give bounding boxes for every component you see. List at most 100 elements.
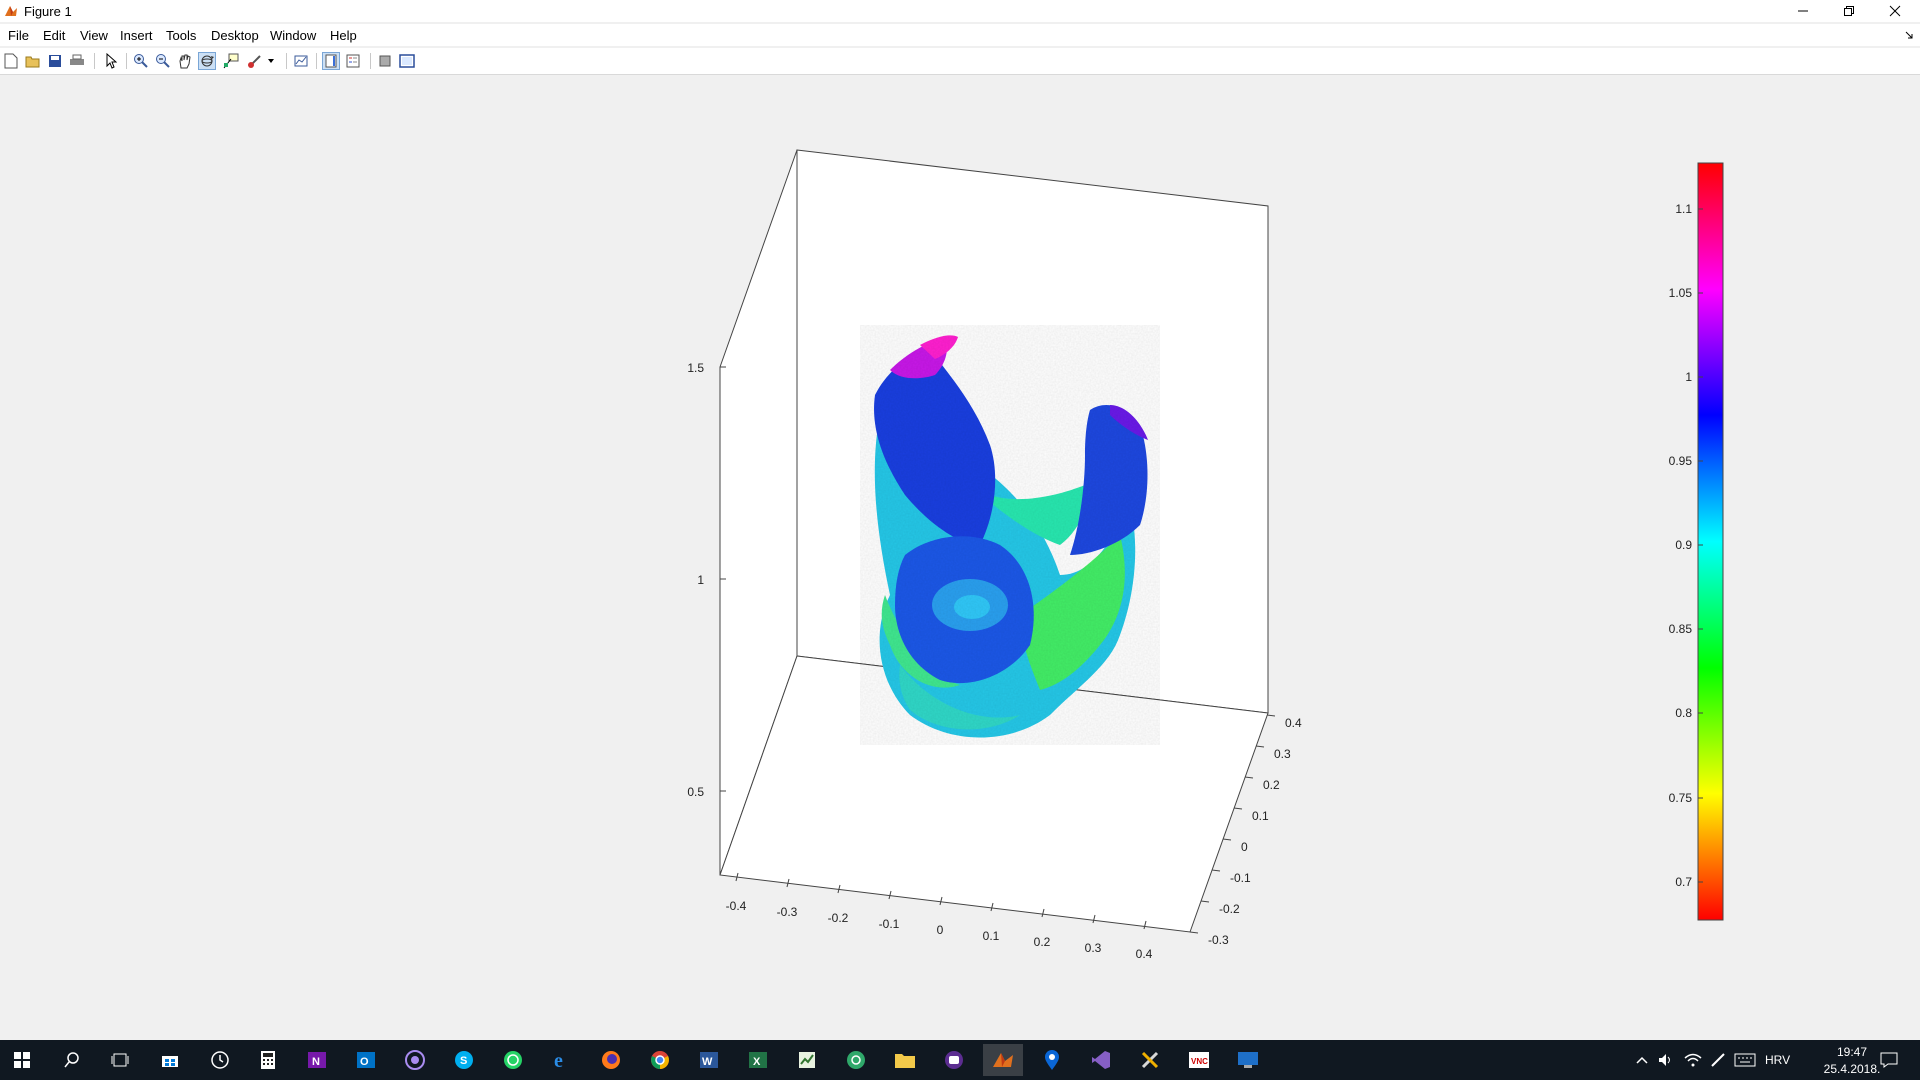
task-view-icon [111,1053,129,1067]
data-cursor-icon [223,53,239,69]
search-button[interactable] [52,1044,92,1076]
search-icon [64,1052,79,1068]
colorbar-tick-label: 0.95 [1669,454,1693,468]
menu-window[interactable]: Window [270,28,317,43]
dock-arrow-icon[interactable] [1904,30,1914,40]
z-tick-label: 1.5 [687,361,704,375]
taskbar-maps[interactable] [1032,1044,1072,1076]
rotate-3d-icon [201,55,214,67]
taskbar-store[interactable] [150,1044,190,1076]
skype-icon: S [455,1051,473,1069]
x-tick-label: 0.3 [1085,941,1102,955]
keyboard-icon[interactable] [1734,1053,1756,1067]
minimize-icon [1798,10,1808,12]
svg-text:N: N [312,1056,320,1068]
close-button[interactable] [1872,0,1918,22]
colorbar-tick-label: 1.1 [1675,202,1692,216]
menu-desktop[interactable]: Desktop [211,28,259,43]
rotate-3d-button[interactable] [198,52,216,70]
brush-button[interactable] [246,52,264,70]
colorbar-tick-label: 0.7 [1675,875,1692,889]
matlab-figure-icon [5,6,17,16]
wifi-icon[interactable] [1684,1052,1702,1068]
taskbar-firefox[interactable] [591,1044,631,1076]
tray-overflow-icon[interactable] [1636,1055,1648,1065]
task-view-button[interactable] [100,1044,140,1076]
link-plot-button[interactable] [292,52,310,70]
menu-view[interactable]: View [80,28,108,43]
svg-text:VNC: VNC [1191,1057,1208,1066]
taskbar-skype[interactable]: S [444,1044,484,1076]
language-indicator[interactable]: HRV [1765,1053,1791,1067]
colorbar-gradient [1697,162,1724,921]
zoom-out-button[interactable] [154,52,172,70]
data-cursor-button[interactable] [222,52,240,70]
pen-icon[interactable] [1710,1052,1726,1068]
calculator-icon [261,1051,275,1069]
point-cloud-surface [860,325,1160,745]
taskbar-vnc[interactable]: VNC [1179,1044,1219,1076]
taskbar-matlab[interactable] [983,1044,1023,1076]
save-button[interactable] [46,52,64,70]
colorbar-ticks: 0.7 0.75 0.8 0.85 0.9 0.95 1 1.05 1.1 [1669,202,1703,889]
y-tick-label: 0.2 [1263,778,1280,792]
taskbar-visual-studio[interactable] [1081,1044,1121,1076]
figure-canvas[interactable]: 0.5 1 1.5 -0.4 -0.3 -0.2 -0.1 0 0.1 0.2 … [0,75,1920,1040]
open-file-button[interactable] [24,52,42,70]
x-tick-label: -0.3 [777,905,798,919]
print-button[interactable] [68,52,86,70]
notification-center-icon[interactable] [1880,1052,1898,1068]
menu-tools[interactable]: Tools [166,28,197,43]
svg-text:O: O [360,1056,369,1068]
show-plot-tools-button[interactable] [398,52,416,70]
taskbar-edge[interactable]: e [542,1044,582,1076]
taskbar-whatsapp[interactable] [493,1044,533,1076]
purple-app-icon [945,1051,963,1069]
new-figure-button[interactable] [2,52,20,70]
taskbar-purple-app[interactable] [934,1044,974,1076]
legend-icon [346,54,360,68]
plot-svg: 0.5 1 1.5 -0.4 -0.3 -0.2 -0.1 0 0.1 0.2 … [687,149,1724,961]
taskbar-tools[interactable] [1130,1044,1170,1076]
menu-help[interactable]: Help [330,28,357,43]
matlab-icon [993,1053,1013,1067]
menu-edit[interactable]: Edit [43,28,66,43]
taskbar-chrome[interactable] [640,1044,680,1076]
pan-hand-icon [179,54,191,69]
menu-file[interactable]: File [8,28,29,43]
menu-insert[interactable]: Insert [120,28,153,43]
maps-icon [1045,1050,1059,1070]
hide-plot-tools-button[interactable] [376,52,394,70]
y-tick-label: -0.2 [1219,902,1240,916]
pan-button[interactable] [176,52,194,70]
x-tick-label: -0.4 [726,899,747,913]
taskbar-clock-app[interactable] [200,1044,240,1076]
volume-icon[interactable] [1658,1052,1674,1068]
restore-button[interactable] [1826,0,1872,22]
taskbar-network-app[interactable] [836,1044,876,1076]
start-button[interactable] [2,1044,42,1076]
taskbar-project[interactable] [787,1044,827,1076]
taskbar-file-explorer[interactable] [885,1044,925,1076]
select-button[interactable] [102,52,120,70]
clock-date[interactable]: 25.4.2018. [1823,1062,1881,1076]
y-tick-label: 0.1 [1252,809,1269,823]
colorbar[interactable]: 0.7 0.75 0.8 0.85 0.9 0.95 1 1.05 1.1 [1669,162,1724,921]
taskbar-viber[interactable] [395,1044,435,1076]
legend-button[interactable] [344,52,362,70]
colorbar-tick-label: 0.75 [1669,791,1693,805]
taskbar-onenote[interactable]: N [297,1044,337,1076]
taskbar-excel[interactable]: X [738,1044,778,1076]
zoom-in-button[interactable] [132,52,150,70]
taskbar-outlook[interactable]: O [346,1044,386,1076]
colorbar-button[interactable] [322,52,340,70]
taskbar-word[interactable]: W [689,1044,729,1076]
taskbar-remote-desktop[interactable] [1228,1044,1268,1076]
taskbar-calculator[interactable] [248,1044,288,1076]
y-tick-label: -0.1 [1230,871,1251,885]
store-icon [162,1056,178,1067]
clock-time[interactable]: 19:47 [1836,1045,1868,1059]
brush-dropdown-button[interactable] [266,52,276,70]
minimize-button[interactable] [1780,0,1826,22]
y-tick-label: 0.3 [1274,747,1291,761]
